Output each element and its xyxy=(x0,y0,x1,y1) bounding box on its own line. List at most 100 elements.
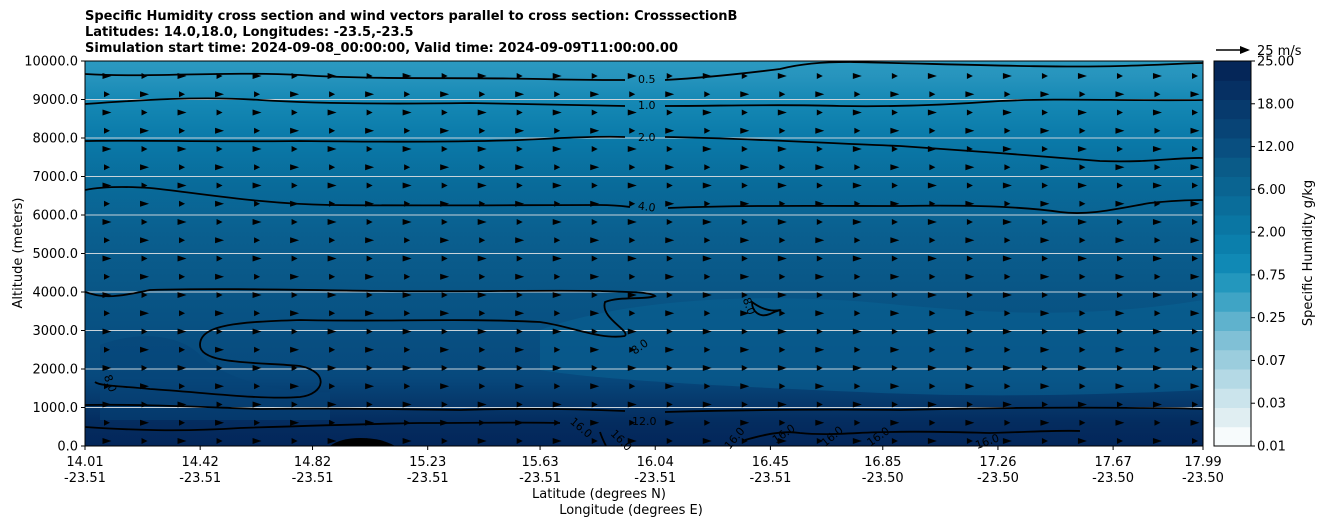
wind-vector xyxy=(627,255,637,262)
wind-vector xyxy=(966,73,973,79)
x-tick-label-lat: 16.85 xyxy=(864,455,901,470)
wind-vector xyxy=(666,73,673,79)
wind-vector xyxy=(1152,401,1162,408)
surface-max-patch xyxy=(330,438,395,446)
wind-vector xyxy=(1002,328,1012,335)
wind-vector xyxy=(890,127,900,134)
wind-vector xyxy=(554,91,561,98)
wind-vector xyxy=(554,310,561,317)
wind-vector xyxy=(477,328,487,335)
wind-vector xyxy=(1152,328,1162,335)
wind-vector xyxy=(365,164,375,171)
wind-vector xyxy=(1079,237,1086,244)
wind-vector xyxy=(515,419,525,426)
wind-vector xyxy=(740,273,750,280)
wind-vector xyxy=(1077,438,1087,444)
wind-vector xyxy=(402,328,412,335)
wind-vector xyxy=(479,164,486,171)
wind-vector xyxy=(404,383,411,390)
wind-vector xyxy=(929,273,936,280)
wind-vector xyxy=(702,365,712,371)
wind-vector xyxy=(1079,200,1086,207)
colorbar-tick-label: 0.01 xyxy=(1257,440,1286,455)
wind-vector xyxy=(1116,365,1123,371)
wind-vector xyxy=(141,219,148,225)
wind-vector xyxy=(252,182,262,189)
wind-vector xyxy=(404,419,411,426)
wind-vector xyxy=(477,146,487,152)
wind-vector xyxy=(740,310,750,317)
wind-vector xyxy=(1190,383,1200,390)
wind-vector xyxy=(216,365,223,371)
wind-vector xyxy=(1040,310,1050,317)
wind-vector xyxy=(666,109,673,116)
wind-vector xyxy=(102,328,112,335)
wind-vector xyxy=(179,91,186,98)
wind-vector xyxy=(1041,219,1048,225)
wind-vector xyxy=(852,109,862,116)
wind-vector xyxy=(665,200,675,207)
lighter-patch xyxy=(540,298,1203,396)
wind-vector xyxy=(1004,200,1011,207)
wind-vector xyxy=(102,438,112,444)
colorbar-segment xyxy=(1214,195,1251,216)
wind-vector xyxy=(1116,109,1123,116)
wind-vector xyxy=(252,73,262,79)
wind-vector xyxy=(516,146,523,152)
wind-vector xyxy=(1002,255,1012,262)
wind-vector xyxy=(552,365,562,371)
wind-vector xyxy=(365,200,375,207)
wind-vector xyxy=(290,127,300,134)
wind-vector xyxy=(591,401,598,408)
wind-vector xyxy=(777,328,787,335)
wind-vector xyxy=(290,310,300,317)
wind-vector xyxy=(140,237,150,244)
wind-vector xyxy=(666,292,673,298)
wind-vector xyxy=(515,273,525,280)
wind-vector xyxy=(402,255,412,262)
wind-vector xyxy=(291,401,298,408)
x-axis: 14.01-23.5114.42-23.5114.82-23.5115.23-2… xyxy=(64,446,1224,486)
wind-vector xyxy=(965,164,975,171)
wind-vector xyxy=(1040,91,1050,98)
contour-label-4-0: 4.0 xyxy=(637,199,656,214)
wind-vector xyxy=(329,164,336,171)
wind-vector xyxy=(629,383,636,390)
wind-vector xyxy=(177,146,187,152)
wind-vector xyxy=(815,310,825,317)
wind-vector xyxy=(479,237,486,244)
wind-vector xyxy=(927,146,937,152)
wind-vector xyxy=(965,200,975,207)
wind-vector xyxy=(252,438,262,444)
wind-vector xyxy=(1077,365,1087,371)
wind-vector xyxy=(965,237,975,244)
y-axis: 0.0 1000.0 2000.0 3000.0 4000.0 5000.0 6000.0 7… xyxy=(24,55,85,455)
wind-vector xyxy=(665,91,675,98)
wind-vector xyxy=(1154,200,1161,207)
wind-vector xyxy=(216,146,223,152)
wind-vector xyxy=(816,73,823,79)
wind-vector xyxy=(440,419,450,426)
wind-vector xyxy=(252,146,262,152)
wind-vector xyxy=(216,255,223,262)
wind-vector xyxy=(1190,164,1200,171)
wind-vector xyxy=(141,328,148,335)
wind-vector xyxy=(402,219,412,225)
wind-vector xyxy=(104,200,110,207)
wind-vector xyxy=(777,438,787,444)
wind-vector xyxy=(591,73,598,79)
y-tick-label: 7000.0 xyxy=(33,170,79,185)
wind-vector xyxy=(627,438,637,444)
wind-vector xyxy=(441,438,448,444)
wind-vector xyxy=(591,292,598,298)
wind-vector xyxy=(516,365,523,371)
wind-vector xyxy=(291,328,298,335)
wind-vector xyxy=(291,146,298,152)
wind-vector xyxy=(1041,401,1048,408)
wind-vector xyxy=(179,419,186,426)
wind-vector xyxy=(741,328,748,335)
wind-vector xyxy=(816,219,823,225)
wind-vector xyxy=(440,273,450,280)
wind-vector xyxy=(779,273,786,280)
wind-vector xyxy=(254,383,261,390)
